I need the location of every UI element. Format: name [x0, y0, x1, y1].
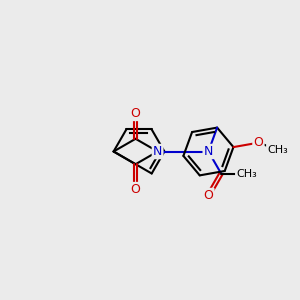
Text: N: N [153, 145, 162, 158]
Text: CH₃: CH₃ [236, 169, 257, 178]
Text: O: O [203, 189, 213, 202]
Text: O: O [254, 136, 263, 149]
Text: O: O [131, 107, 140, 120]
Text: N: N [204, 145, 213, 158]
Text: O: O [131, 183, 140, 196]
Text: CH₃: CH₃ [267, 145, 288, 154]
